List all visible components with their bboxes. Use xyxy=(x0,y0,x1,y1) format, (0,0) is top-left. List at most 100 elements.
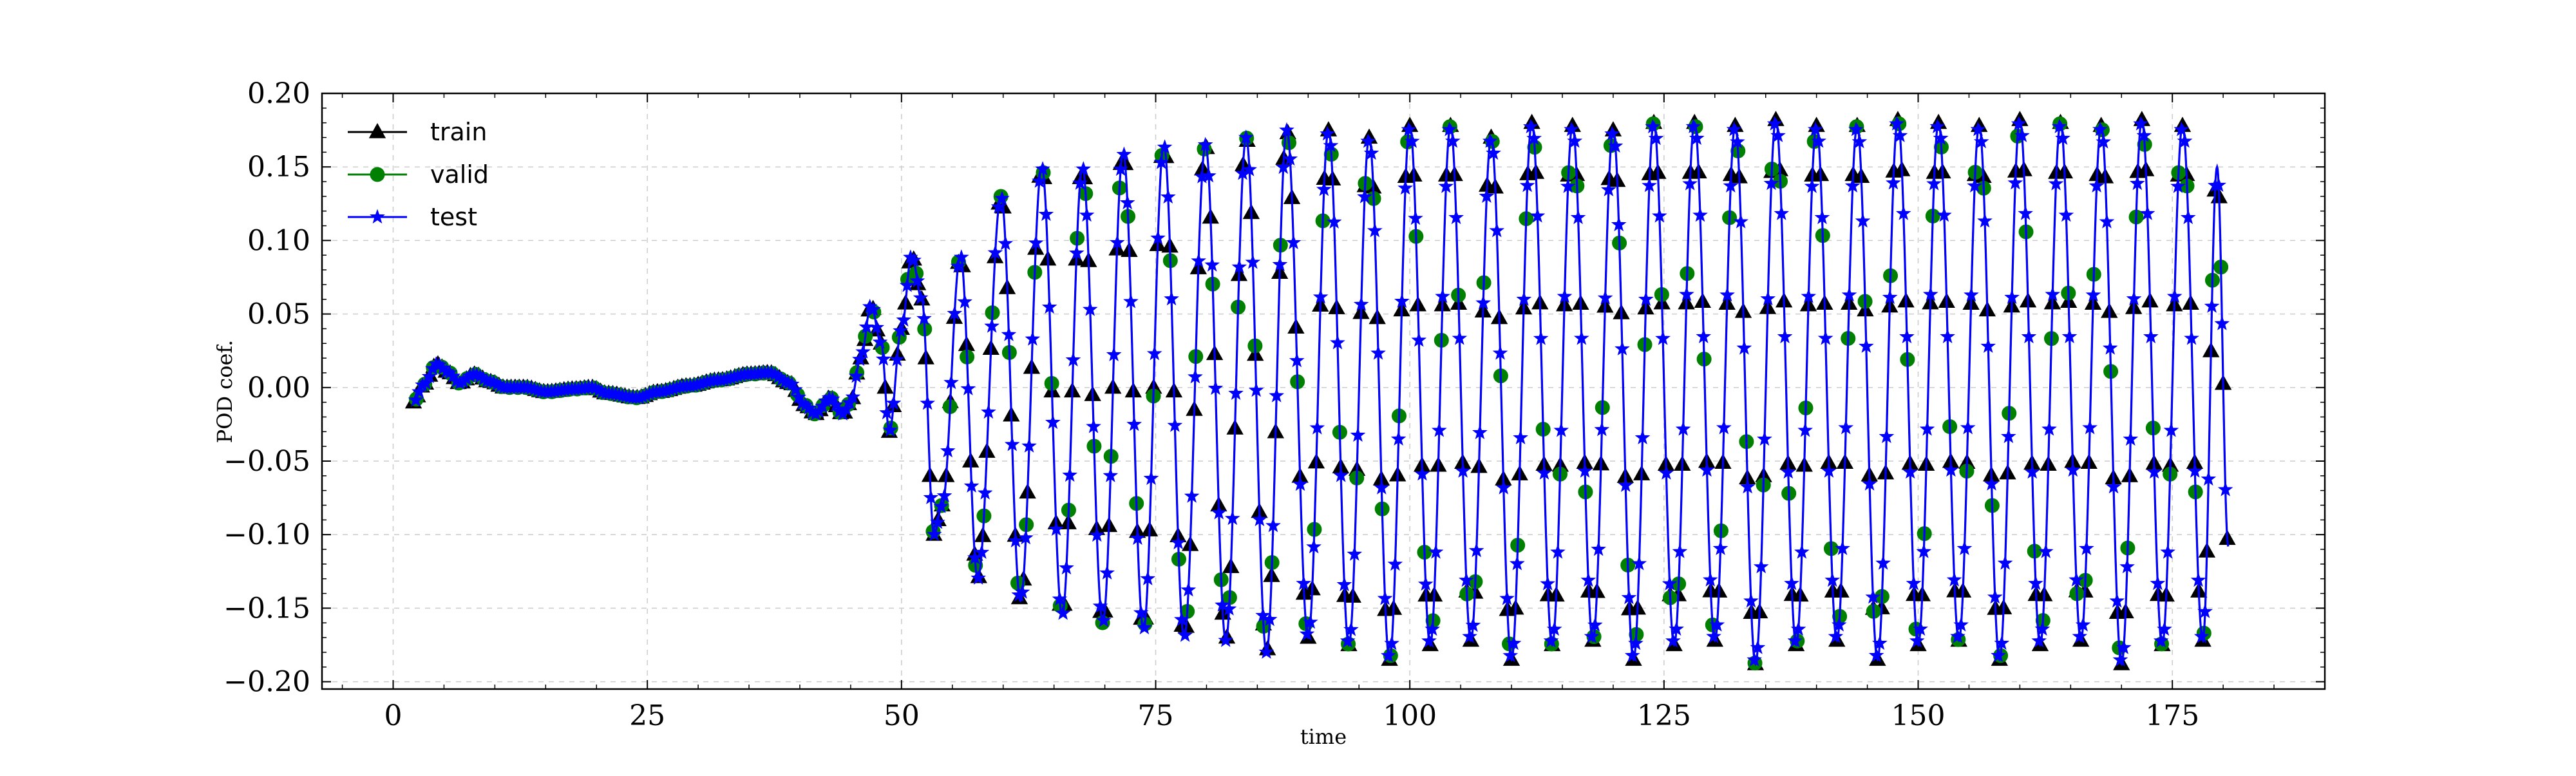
series-point-test xyxy=(1059,560,1074,575)
series-point-test xyxy=(1004,436,1020,451)
series-point-test xyxy=(1350,427,1366,442)
series-point-test xyxy=(872,334,888,349)
series-point-test xyxy=(1953,617,1969,632)
x-tick-label: 125 xyxy=(1637,699,1691,732)
series-point-test xyxy=(1970,121,1986,137)
series-point-test xyxy=(1871,635,1888,650)
series-point-test xyxy=(1530,207,1546,223)
series-point-test xyxy=(1628,635,1643,650)
series-point-test xyxy=(987,245,1003,260)
series-point-test xyxy=(977,485,993,500)
series-point-test xyxy=(1472,424,1488,440)
series-point-test xyxy=(943,374,959,390)
series-point-test xyxy=(1211,504,1227,520)
series-point-test xyxy=(1580,572,1596,587)
series-point-test xyxy=(1340,632,1356,648)
y-tick-label: −0.20 xyxy=(223,666,310,699)
series-point-test xyxy=(1631,555,1647,571)
series-point-test xyxy=(1895,205,1911,220)
series-point-test xyxy=(1739,478,1756,494)
series-point-test xyxy=(1648,130,1664,146)
series-point-test xyxy=(950,258,966,273)
series-point-test xyxy=(1899,328,1915,344)
series-point-test xyxy=(1126,416,1142,431)
legend-marker-train xyxy=(368,122,386,138)
series-point-test xyxy=(916,310,932,325)
series-point-test xyxy=(1882,289,1898,304)
series-point-test xyxy=(858,319,875,334)
series-point-test xyxy=(2211,177,2227,192)
series-point-test xyxy=(1018,529,1034,545)
series-point-test xyxy=(2136,128,2152,142)
series-point-test xyxy=(1360,133,1376,148)
series-point-test xyxy=(933,498,949,513)
series-point-test xyxy=(1780,464,1796,479)
series-point-test xyxy=(1146,345,1162,361)
series-point-test xyxy=(1835,540,1850,555)
series-point-test xyxy=(1323,137,1339,153)
series-point-test xyxy=(1689,130,1705,145)
series-point-test xyxy=(788,381,803,397)
series-point-test xyxy=(974,544,990,559)
series-point-test xyxy=(1550,544,1566,559)
series-point-test xyxy=(1543,632,1559,648)
y-tick-label: 0.15 xyxy=(247,151,310,184)
series-point-test xyxy=(2153,632,2169,648)
series-point-test xyxy=(1909,632,1925,648)
series-point-test xyxy=(1723,178,1739,193)
series-point-test xyxy=(1838,419,1854,435)
series-point-test xyxy=(1522,118,1539,134)
series-point-test xyxy=(2157,621,2172,636)
series-point-test xyxy=(1753,558,1769,574)
series-point-test xyxy=(2072,629,2088,643)
series-point-test xyxy=(1258,644,1274,659)
series-point-test xyxy=(1570,209,1586,225)
series-point-test xyxy=(1197,137,1213,152)
series-point-test xyxy=(824,391,840,406)
series-point-test xyxy=(1417,576,1434,591)
series-point-test xyxy=(1370,345,1386,360)
series-point-test xyxy=(1312,289,1329,304)
series-point-test xyxy=(1025,331,1041,346)
series-point-test xyxy=(1672,544,1688,558)
series-point-test xyxy=(2170,178,2186,193)
legend-label-valid: valid xyxy=(430,160,489,189)
series-point-test xyxy=(2014,128,2030,142)
y-tick-label: 0.20 xyxy=(247,77,310,110)
series-point-test xyxy=(1879,428,1895,444)
plot-frame xyxy=(321,92,2326,690)
series-point-test xyxy=(1401,122,1417,137)
series-point-test xyxy=(1035,161,1050,176)
series-point-test xyxy=(879,404,895,420)
series-point-test xyxy=(1747,652,1762,667)
series-point-test xyxy=(2096,134,2112,149)
series-point-test xyxy=(2214,316,2230,330)
series-point-test xyxy=(1130,530,1146,545)
series-point-test xyxy=(791,389,807,404)
series-point-test xyxy=(2166,289,2183,303)
series-point-test xyxy=(2217,482,2233,497)
series-point-test xyxy=(1252,511,1267,527)
series-point-test xyxy=(1726,121,1742,137)
series-point-test xyxy=(1441,121,1457,137)
series-point-test xyxy=(1811,133,1827,148)
series-point-test xyxy=(1621,589,1637,605)
series-point-test xyxy=(1997,555,2013,570)
series-point-test xyxy=(1041,299,1057,314)
series-point-test xyxy=(1486,145,1501,160)
series-point-test xyxy=(1926,176,1942,191)
series-point-test xyxy=(1777,328,1793,344)
series-point-test xyxy=(1757,431,1772,446)
series-point-test xyxy=(1008,533,1023,548)
series-point-test xyxy=(1438,178,1454,193)
series-point-test xyxy=(1285,234,1302,249)
series-point-test xyxy=(1634,430,1651,445)
x-tick-label: 100 xyxy=(1383,699,1437,732)
series-point-test xyxy=(1184,488,1200,503)
series-point-test xyxy=(2180,209,2196,225)
series-point-test xyxy=(2028,575,2043,591)
series-point-test xyxy=(1444,133,1461,148)
series-point-test xyxy=(920,395,936,410)
series-point-test xyxy=(828,397,844,412)
